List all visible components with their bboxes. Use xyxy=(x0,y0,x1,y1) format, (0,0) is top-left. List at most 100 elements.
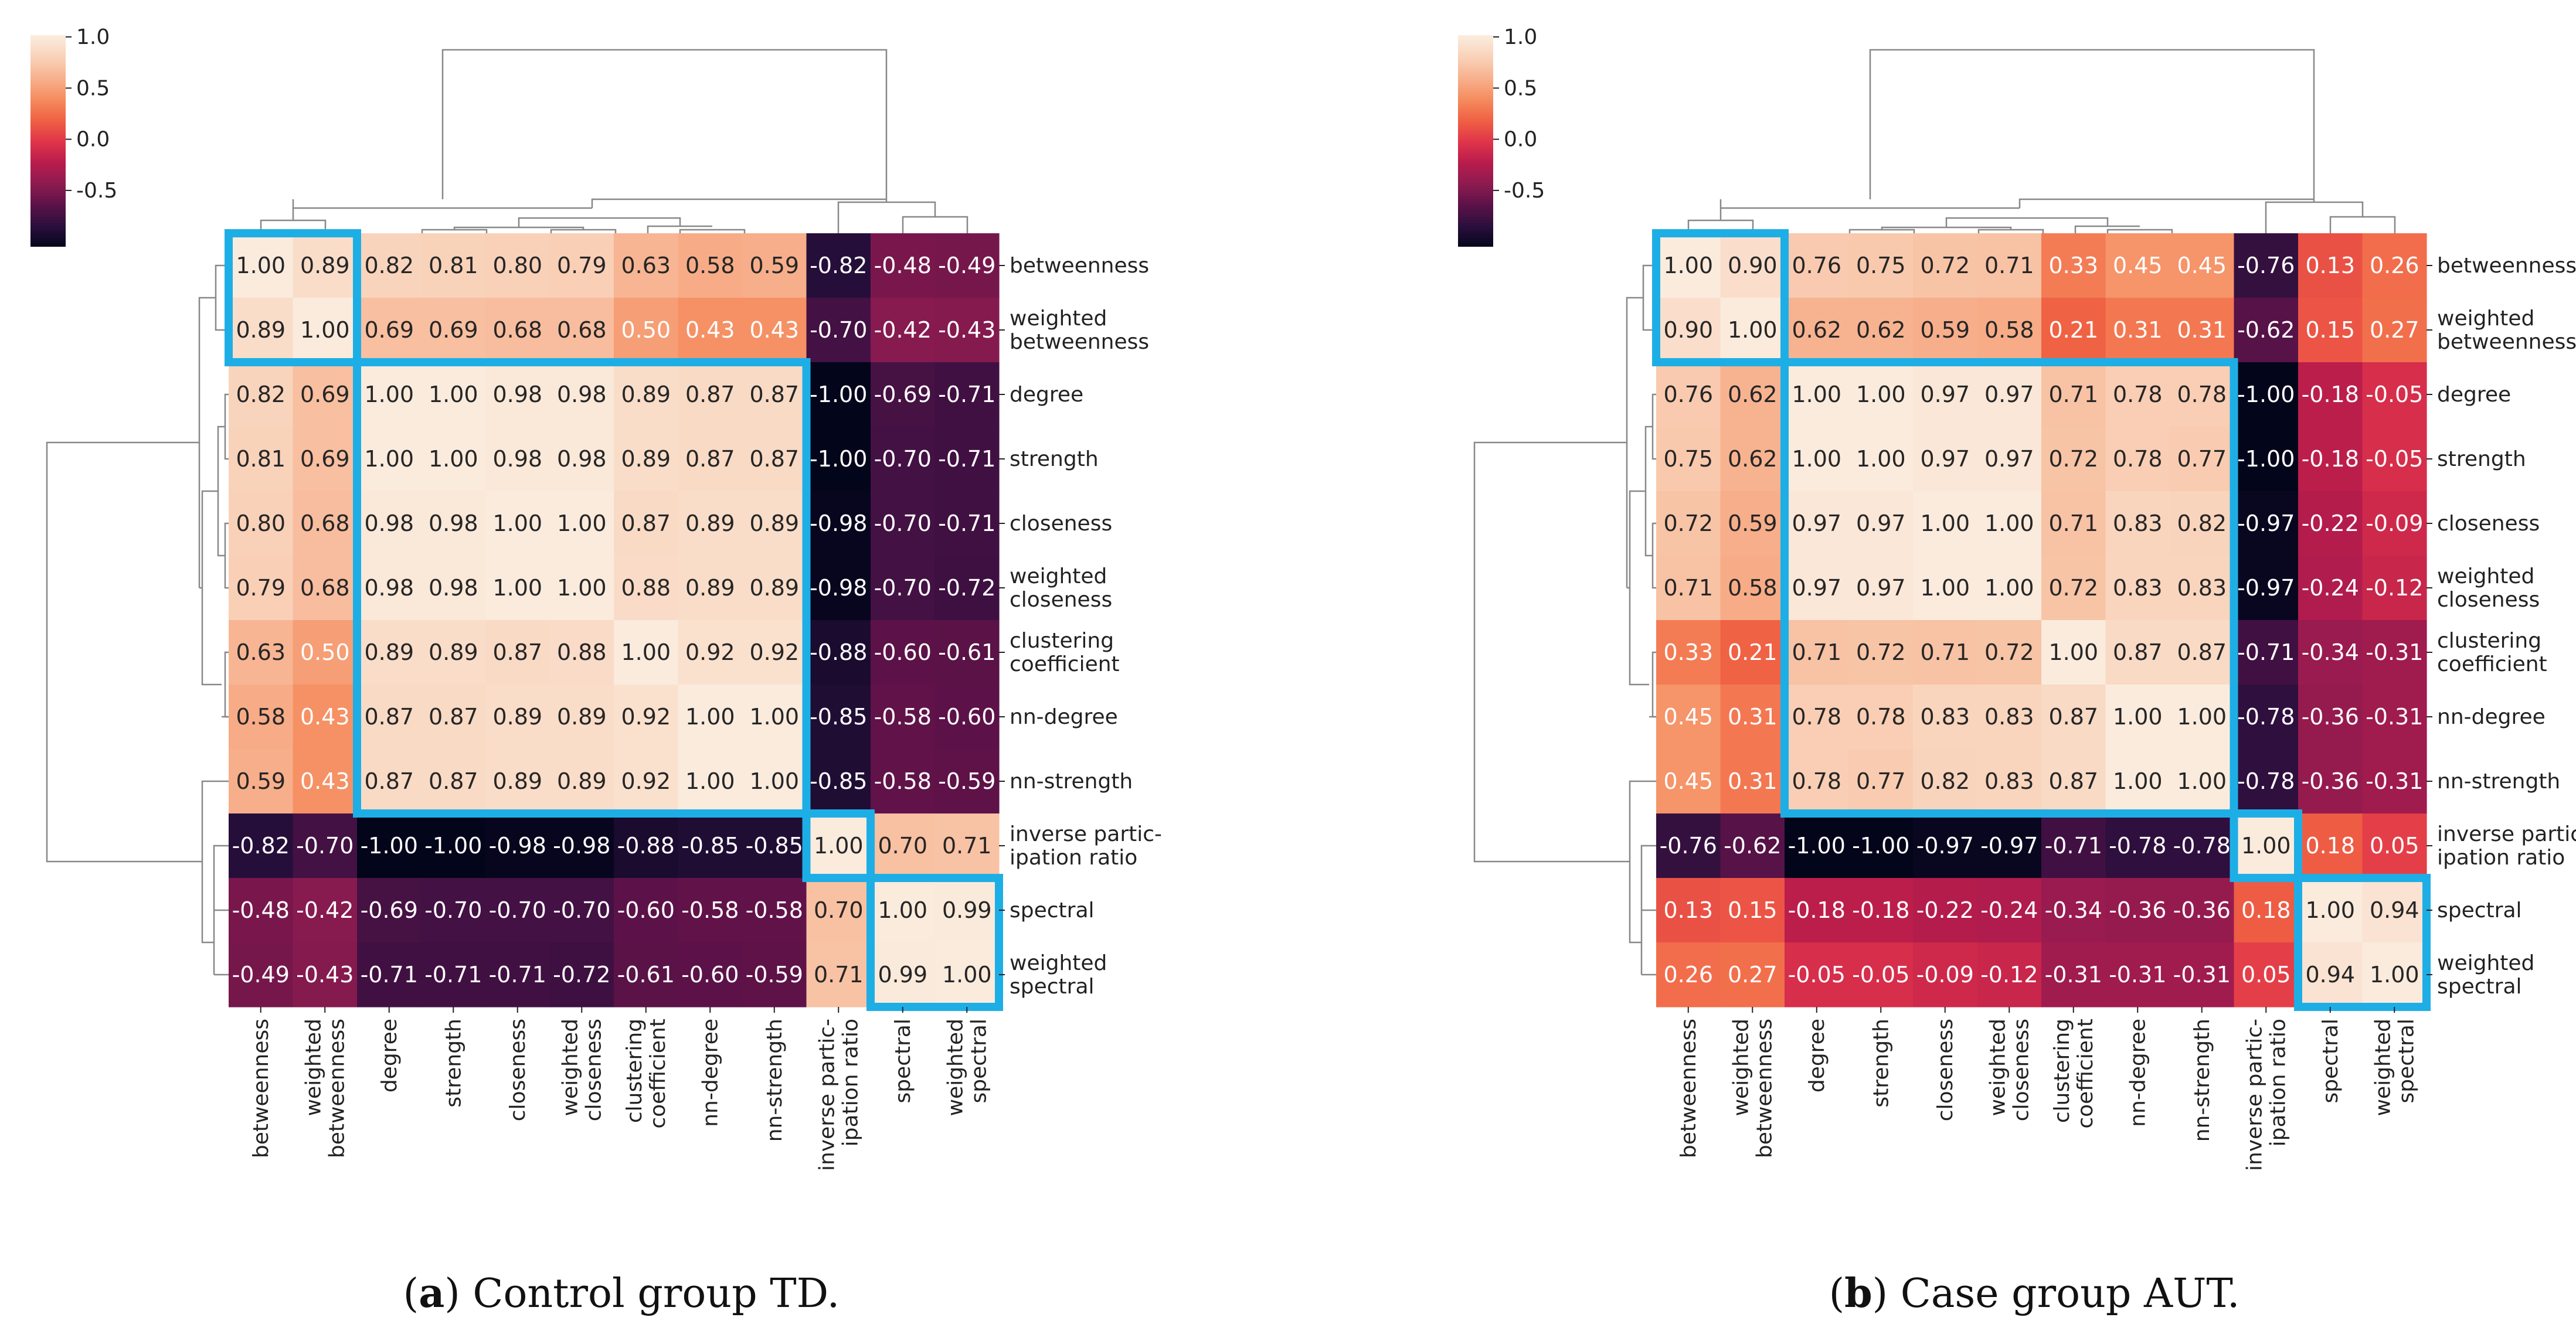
colorbar-gradient-step xyxy=(1458,127,1493,131)
heatmap-cell xyxy=(1720,491,1785,556)
cell-value-label: -0.85 xyxy=(746,833,803,859)
colorbar-gradient-step xyxy=(30,38,66,41)
colorbar-gradient-step xyxy=(30,74,66,78)
cell-value-label: -0.31 xyxy=(2173,962,2231,988)
heatmap-cell xyxy=(421,878,486,943)
heatmap-cell xyxy=(549,491,614,556)
cell-value-label: 0.87 xyxy=(429,768,478,794)
colorbar-gradient-step xyxy=(1458,162,1493,165)
colorbar-gradient-step xyxy=(1458,180,1493,183)
cell-value-label: -0.05 xyxy=(2366,382,2423,407)
heatmap-cell xyxy=(2234,749,2299,814)
colorbar-gradient-step xyxy=(1458,236,1493,239)
cell-value-label: -0.78 xyxy=(2237,768,2295,794)
cell-value-label: -0.69 xyxy=(874,382,932,407)
dendrogram-link xyxy=(421,229,488,233)
heatmap-cell xyxy=(421,233,486,298)
dendrogram-link xyxy=(837,201,936,233)
heatmap-cell xyxy=(2234,813,2299,879)
column-label: spectral xyxy=(2394,1019,2418,1104)
colorbar-gradient-step xyxy=(1458,238,1493,241)
colorbar-gradient-step xyxy=(30,180,66,183)
heatmap-cell xyxy=(485,556,550,621)
cell-value-label: 0.87 xyxy=(2048,704,2098,730)
heatmap-cell xyxy=(742,491,807,556)
column-label: ipation ratio xyxy=(838,1019,862,1146)
column-label: closeness xyxy=(582,1019,606,1121)
heatmap-cell xyxy=(549,298,614,363)
colorbar-gradient-step xyxy=(1458,143,1493,147)
cell-value-label: -0.71 xyxy=(938,446,995,472)
cell-value-label: -0.70 xyxy=(296,833,354,859)
cell-value-label: -0.62 xyxy=(2237,317,2295,343)
cell-value-label: -0.31 xyxy=(2366,639,2423,665)
heatmap-cell xyxy=(806,942,871,1007)
heatmap-cell xyxy=(2041,620,2106,685)
dendrogram-link xyxy=(1977,229,2044,233)
heatmap-cell xyxy=(1656,556,1721,621)
heatmap-cell xyxy=(614,233,679,298)
cell-value-label: 0.89 xyxy=(364,639,414,665)
cell-value-label: -0.85 xyxy=(681,833,739,859)
colorbar-gradient-step xyxy=(1458,98,1493,102)
colorbar-gradient-step xyxy=(30,106,66,110)
cell-value-label: -1.00 xyxy=(1852,833,1909,859)
heatmap-cell xyxy=(293,813,358,879)
colorbar-gradient-step xyxy=(30,201,66,205)
colorbar-gradient-step xyxy=(1458,56,1493,60)
heatmap-cell xyxy=(2105,556,2170,621)
heatmap-cell xyxy=(871,685,936,750)
cell-value-label: 0.71 xyxy=(2048,382,2098,407)
column-label: betweenness xyxy=(325,1019,349,1158)
heatmap-cell xyxy=(2234,556,2299,621)
colorbar-gradient-step xyxy=(30,59,66,62)
cell-value-label: -0.70 xyxy=(553,897,610,923)
dendrogram-link xyxy=(198,297,208,588)
cell-value-label: -0.71 xyxy=(938,382,995,407)
row-label: spectral xyxy=(2437,975,2522,999)
row-labels: betweennessweightedbetweennessdegreestre… xyxy=(999,254,1162,999)
cell-value-label: 0.72 xyxy=(1663,510,1713,536)
heatmap-cell xyxy=(1720,942,1785,1007)
cell-value-label: 0.05 xyxy=(2241,962,2291,988)
heatmap-cell xyxy=(934,491,1000,556)
cell-value-label: 0.89 xyxy=(749,510,799,536)
colorbar-gradient-step xyxy=(30,135,66,139)
heatmap-cell xyxy=(229,233,294,298)
heatmap-cell xyxy=(678,556,743,621)
cell-value-label: 0.99 xyxy=(878,962,927,988)
cell-value-label: 0.87 xyxy=(2177,639,2227,665)
heatmap-cell xyxy=(678,942,743,1007)
row-label: weighted xyxy=(2437,564,2534,588)
cell-value-label: 0.98 xyxy=(557,446,607,472)
heatmap-cell xyxy=(871,749,936,814)
cell-value-label: -0.60 xyxy=(617,897,675,923)
heatmap-cell xyxy=(871,362,936,427)
cell-value-label: -0.60 xyxy=(874,639,932,665)
cell-value-label: -0.98 xyxy=(810,510,867,536)
colorbar-gradient-step xyxy=(1458,106,1493,110)
cell-value-label: 0.27 xyxy=(1728,962,1778,988)
heatmap-cell xyxy=(1720,685,1785,750)
cell-value-label: 0.50 xyxy=(300,639,350,665)
colorbar-gradient-step xyxy=(1458,51,1493,55)
heatmap-cell xyxy=(742,878,807,943)
heatmap-cell xyxy=(421,813,486,879)
heatmap-cell xyxy=(1913,233,1978,298)
heatmap-cell xyxy=(678,362,743,427)
cell-value-label: 0.90 xyxy=(1728,253,1778,278)
colorbar-gradient-step xyxy=(1458,183,1493,186)
cell-value-label: -0.61 xyxy=(617,962,675,988)
caption-paren-close: ) xyxy=(1872,1271,1901,1317)
column-label: inverse partic- xyxy=(2242,1019,2266,1171)
heatmap-cell xyxy=(485,685,550,750)
heatmap-cell xyxy=(1720,556,1785,621)
cell-value-label: -0.05 xyxy=(1852,962,1909,988)
colorbar-gradient-step xyxy=(1458,96,1493,99)
heatmap-cell xyxy=(1977,491,2042,556)
colorbar-gradient-step xyxy=(30,125,66,128)
heatmap-cell xyxy=(871,427,936,492)
heatmap-cell xyxy=(1848,491,1914,556)
colorbar-gradient-step xyxy=(1458,64,1493,67)
cell-value-label: -0.18 xyxy=(1852,897,1909,923)
